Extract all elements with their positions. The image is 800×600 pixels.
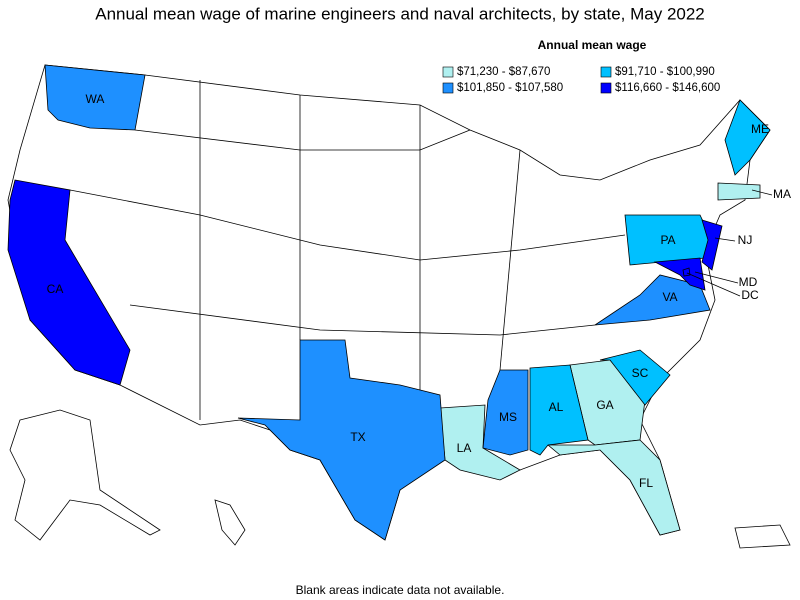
legend-title: Annual mean wage xyxy=(538,38,647,52)
state-label: MD xyxy=(739,275,758,289)
state-label: AL xyxy=(549,400,564,414)
state-region xyxy=(237,339,446,541)
leader-line xyxy=(714,237,736,242)
state-label: VA xyxy=(662,290,677,304)
hawaii xyxy=(214,499,246,546)
state-label: SC xyxy=(632,366,649,380)
state-layer xyxy=(7,64,771,541)
state-label: MA xyxy=(773,187,791,201)
legend-swatch xyxy=(600,82,612,94)
state-region xyxy=(439,404,521,481)
state-region xyxy=(701,219,723,271)
alaska xyxy=(9,409,161,541)
state-label: LA xyxy=(457,441,472,455)
state-region xyxy=(653,257,706,291)
state-region xyxy=(546,439,681,536)
legend-label: $101,850 - $107,580 xyxy=(457,82,563,94)
leader-line xyxy=(686,272,741,297)
leader-line xyxy=(751,189,773,196)
state-label: ME xyxy=(751,122,769,136)
footnote: Blank areas indicate data not available. xyxy=(296,583,505,597)
legend-label: $91,710 - $100,990 xyxy=(615,66,715,78)
state-borders xyxy=(129,304,596,336)
legend-label: $71,230 - $87,670 xyxy=(457,66,550,78)
legend-swatch xyxy=(600,66,612,78)
legend-swatch xyxy=(442,82,454,94)
leader-line xyxy=(694,271,739,284)
state-region xyxy=(44,64,146,131)
state-borders xyxy=(134,129,471,151)
state-label: GA xyxy=(596,398,613,412)
legend-swatch xyxy=(442,66,454,78)
state-region xyxy=(7,179,131,386)
state-label: DC xyxy=(741,288,759,302)
state-borders xyxy=(69,189,626,261)
state-label: WA xyxy=(86,92,105,106)
state-label: FL xyxy=(639,476,653,490)
state-region xyxy=(482,369,529,456)
map-title: Annual mean wage of marine engineers and… xyxy=(95,4,705,23)
state-region xyxy=(599,349,671,406)
state-region xyxy=(682,267,691,277)
state-label: MS xyxy=(499,410,517,424)
state-label: CA xyxy=(47,282,64,296)
state-region xyxy=(717,182,761,201)
legend: $71,230 - $87,670 $91,710 - $100,990 $101,… xyxy=(442,66,720,94)
state-label: TX xyxy=(350,430,365,444)
state-label: PA xyxy=(660,233,675,247)
state-borders xyxy=(499,149,521,371)
state-label: NJ xyxy=(738,233,753,247)
state-region xyxy=(529,364,589,456)
puerto-rico xyxy=(734,524,791,549)
state-region xyxy=(724,99,771,176)
legend-label: $116,660 - $146,600 xyxy=(615,82,720,94)
